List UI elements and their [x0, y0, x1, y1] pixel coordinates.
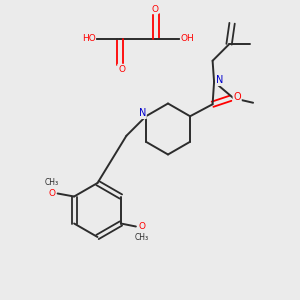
Text: CH₃: CH₃ [135, 233, 149, 242]
Text: N: N [139, 108, 146, 118]
Text: N: N [216, 75, 223, 85]
Text: OH: OH [181, 34, 194, 43]
Text: O: O [233, 92, 241, 102]
Text: O: O [138, 222, 146, 231]
Text: HO: HO [82, 34, 95, 43]
Text: O: O [118, 64, 125, 74]
Text: O: O [48, 189, 55, 198]
Text: O: O [151, 4, 158, 14]
Text: CH₃: CH₃ [45, 178, 59, 187]
